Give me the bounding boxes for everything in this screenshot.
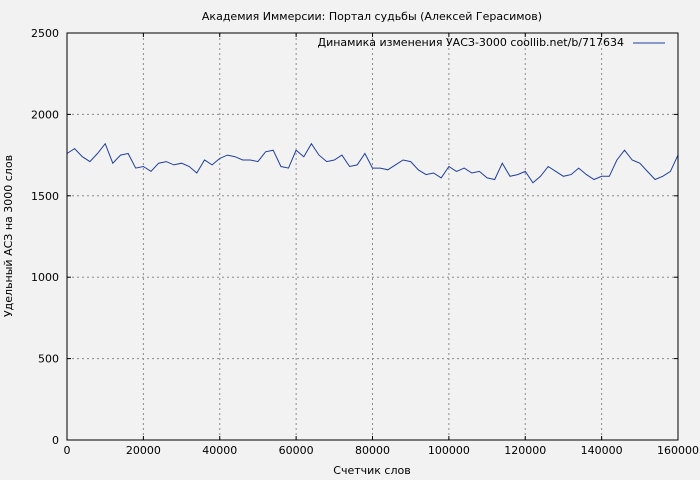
x-tick-label: 40000 (202, 444, 237, 457)
x-tick-label: 60000 (279, 444, 314, 457)
y-tick-label: 2500 (31, 27, 59, 40)
y-tick-label: 2000 (31, 108, 59, 121)
x-tick-label: 100000 (428, 444, 470, 457)
plot-frame (66, 32, 679, 441)
x-tick-label: 160000 (657, 444, 699, 457)
series-line (66, 142, 679, 184)
y-tick-label: 1000 (31, 271, 59, 284)
axis-ticks: 0 20000 40000 60000 80000 100000 120000 140000 1… (31, 27, 699, 457)
x-tick-label: 20000 (126, 444, 161, 457)
x-tick-label: 0 (64, 444, 71, 457)
x-tick-label: 80000 (355, 444, 390, 457)
y-tick-label: 1500 (31, 190, 59, 203)
legend: Динамика изменения УАСЗ-3000 coollib.net… (318, 36, 665, 49)
y-tick-label: 500 (38, 353, 59, 366)
plot-area (67, 33, 678, 440)
y-tick-label: 0 (52, 434, 59, 447)
x-axis-label: Счетчик слов (333, 464, 410, 477)
grid-lines (67, 33, 678, 440)
x-tick-label: 120000 (504, 444, 546, 457)
chart-title: Академия Иммерсии: Портал судьбы (Алексе… (202, 10, 542, 23)
y-axis-label: Удельный АСЗ на 3000 слов (2, 155, 15, 317)
x-tick-label: 140000 (581, 444, 623, 457)
legend-label: Динамика изменения УАСЗ-3000 coollib.net… (318, 36, 625, 49)
